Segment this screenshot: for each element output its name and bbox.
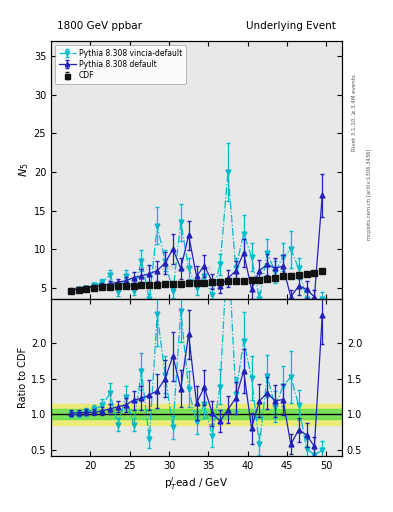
Text: mcplots.cern.ch [arXiv:1306.3436]: mcplots.cern.ch [arXiv:1306.3436] xyxy=(367,149,373,240)
Text: Underlying Event: Underlying Event xyxy=(246,20,336,31)
Legend: Pythia 8.308 vincia-default, Pythia 8.308 default, CDF: Pythia 8.308 vincia-default, Pythia 8.30… xyxy=(55,45,185,84)
Text: Rivet 3.1.10, ≥ 3.4M events: Rivet 3.1.10, ≥ 3.4M events xyxy=(352,74,357,151)
Text: 1800 GeV ppbar: 1800 GeV ppbar xyxy=(57,20,142,31)
X-axis label: p$^l_{T}$ead / GeV: p$^l_{T}$ead / GeV xyxy=(164,475,229,492)
Y-axis label: N$_5$: N$_5$ xyxy=(17,163,31,178)
Bar xyxy=(51,404,342,425)
Text: CDF_2004_S4751469: CDF_2004_S4751469 xyxy=(146,265,212,271)
Y-axis label: Ratio to CDF: Ratio to CDF xyxy=(18,347,28,408)
Bar xyxy=(51,410,342,419)
